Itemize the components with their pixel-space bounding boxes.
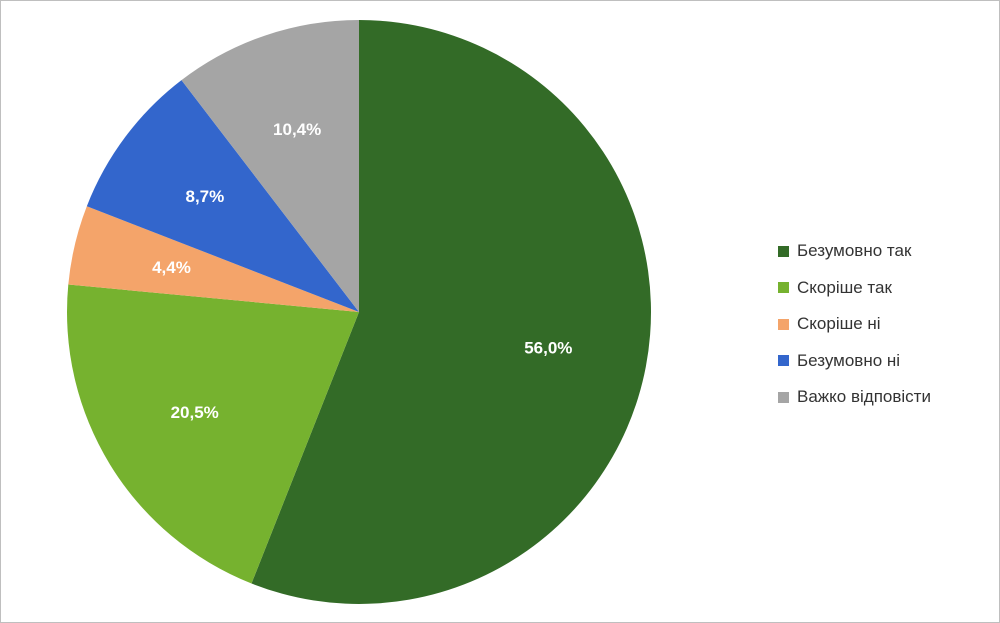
pie-slice-3 <box>86 80 359 312</box>
legend-item-skorishe-ni: Скоріше ні <box>778 306 988 343</box>
legend-label: Важко відповісти <box>797 387 931 407</box>
pie-slice-2 <box>68 206 360 312</box>
data-label-0: 56,0% <box>524 339 572 358</box>
pie-data-labels: 56,0% 20,5% 4,4% 8,7% 10,4% <box>152 120 572 422</box>
data-label-4: 10,4% <box>273 120 321 139</box>
legend-label: Безумовно так <box>797 241 912 261</box>
legend-item-skorishe-tak: Скоріше так <box>778 270 988 307</box>
legend-item-bezumovno-ni: Безумовно ні <box>778 343 988 380</box>
legend-item-bezumovno-tak: Безумовно так <box>778 233 988 270</box>
data-label-1: 20,5% <box>171 403 219 422</box>
legend-swatch <box>778 355 789 367</box>
legend-swatch <box>778 318 789 330</box>
legend-swatch <box>778 391 789 403</box>
legend-label: Скоріше ні <box>797 314 881 334</box>
data-label-3: 8,7% <box>186 187 225 206</box>
legend-label: Безумовно ні <box>797 350 901 370</box>
pie-slices <box>66 20 651 605</box>
pie-slice-0 <box>251 20 651 605</box>
data-label-2: 4,4% <box>152 258 191 277</box>
legend-swatch <box>778 282 789 294</box>
pie-slice-4 <box>181 20 359 312</box>
legend: Безумовно так Скоріше так Скоріше ні Без… <box>778 233 988 416</box>
pie-slice-1 <box>66 284 359 584</box>
legend-item-vazhko-vidpovisty: Важко відповісти <box>778 379 988 416</box>
legend-label: Скоріше так <box>797 277 892 297</box>
legend-swatch <box>778 245 789 257</box>
